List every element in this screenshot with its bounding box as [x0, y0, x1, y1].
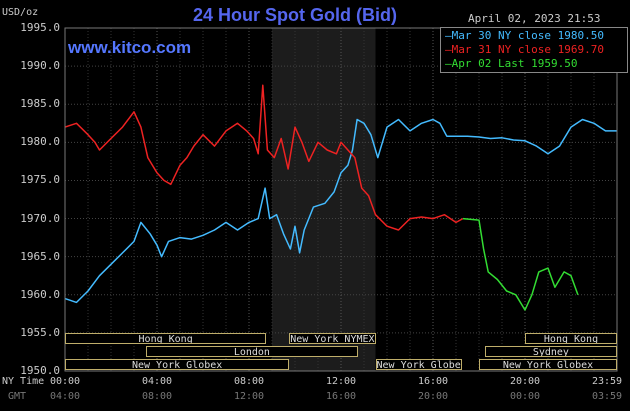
- chart-grid: [64, 27, 618, 372]
- chart-series-lines: [64, 84, 617, 311]
- session-bar: London: [145, 346, 359, 357]
- series-line-0: [64, 118, 617, 304]
- y-tick-label: 1995.0: [20, 21, 60, 34]
- session-bar: New York NYMEX: [289, 333, 376, 344]
- x-tick-label: 03:59: [591, 391, 623, 402]
- x-tick-label: 00:00: [509, 391, 541, 402]
- x-tick-label: 20:00: [509, 376, 541, 387]
- session-bar: Hong Kong: [65, 333, 267, 344]
- chart-title: 24 Hour Spot Gold (Bid): [193, 5, 397, 25]
- nymex-shaded-band: [272, 28, 376, 371]
- series-line-2: [462, 217, 579, 311]
- x-tick-label: 00:00: [49, 376, 81, 387]
- session-bar: New York Globex: [479, 359, 617, 370]
- session-bar: Sydney: [484, 346, 617, 357]
- legend-item-apr02: —Apr 02 Last 1959.50: [445, 57, 623, 71]
- x-tick-label: 16:00: [325, 391, 357, 402]
- x-tick-label: 16:00: [417, 376, 449, 387]
- legend-item-mar31: —Mar 31 NY close 1969.70: [445, 43, 623, 57]
- session-bar: New York Globex: [65, 359, 290, 370]
- y-tick-label: 1965.0: [20, 249, 60, 263]
- x-tick-label: 23:59: [591, 376, 623, 387]
- session-bar: New York Globex: [375, 359, 462, 370]
- chart-frame: [64, 27, 618, 372]
- gmt-label: GMT: [8, 391, 27, 402]
- timestamp: April 02, 2023 21:53: [468, 12, 601, 25]
- x-tick-label: 12:00: [325, 376, 357, 387]
- y-tick-label: 1955.0: [20, 325, 60, 339]
- session-bar: Hong Kong: [525, 333, 617, 344]
- x-tick-label: 04:00: [141, 376, 173, 387]
- y-tick-label: 1985.0: [20, 97, 60, 111]
- y-tick-label: 1960.0: [20, 287, 60, 301]
- y-tick-label: 1990.0: [20, 59, 60, 73]
- legend-label: —Mar 31 NY close 1969.70: [445, 43, 604, 56]
- ny-time-label: NY Time: [2, 376, 45, 387]
- legend-item-mar30: —Mar 30 NY close 1980.50: [445, 29, 623, 43]
- legend: —Mar 30 NY close 1980.50 —Mar 31 NY clos…: [440, 27, 628, 73]
- y-tick-label: 1980.0: [20, 135, 60, 149]
- legend-label: —Apr 02 Last 1959.50: [445, 57, 578, 70]
- x-tick-label: 08:00: [233, 376, 265, 387]
- y-axis-unit: USD/oz: [2, 7, 39, 18]
- legend-label: —Mar 30 NY close 1980.50: [445, 29, 604, 42]
- x-tick-label: 20:00: [417, 391, 449, 402]
- series-line-1: [64, 84, 464, 231]
- x-tick-label: 08:00: [141, 391, 173, 402]
- plot-border: [64, 27, 618, 372]
- x-tick-label: 12:00: [233, 391, 265, 402]
- x-tick-label: 04:00: [49, 391, 81, 402]
- y-tick-label: 1975.0: [20, 173, 60, 187]
- y-tick-label: 1970.0: [20, 211, 60, 225]
- kitco-brand[interactable]: www.kitco.com: [68, 38, 192, 57]
- y-tick-label: 1950.0: [20, 364, 60, 377]
